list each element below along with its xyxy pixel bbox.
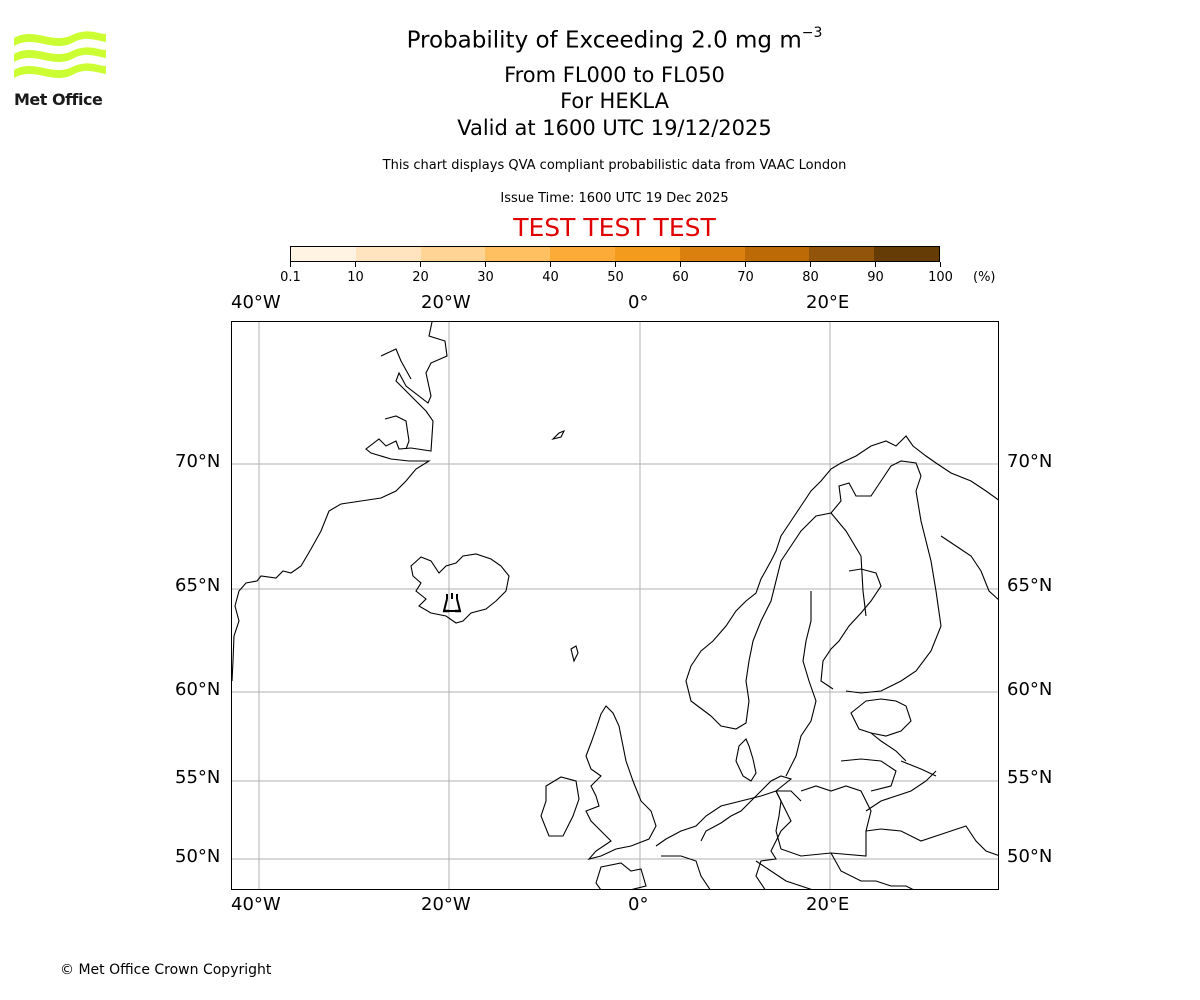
x-label-top-0: 0° — [628, 292, 649, 313]
colorbar-bin-0 — [291, 247, 356, 261]
volcano-icon — [442, 593, 462, 613]
test-banner: TEST TEST TEST — [513, 213, 716, 242]
met-office-logo — [14, 30, 109, 112]
waves-icon — [14, 31, 106, 78]
colorbar-tick — [420, 262, 421, 267]
issue-time: Issue Time: 1600 UTC 19 Dec 2025 — [500, 191, 729, 206]
y-label-left-55n: 55°N — [175, 767, 221, 788]
colorbar-tick — [745, 262, 746, 267]
colorbar-bin-6 — [679, 247, 745, 261]
logo-text: Met Office — [14, 90, 103, 109]
x-label-bottom-40w: 40°W — [231, 894, 281, 915]
colorbar-tick — [680, 262, 681, 267]
y-label-right-70n: 70°N — [1007, 451, 1053, 472]
y-label-right-60n: 60°N — [1007, 679, 1053, 700]
title-line-1: Probability of Exceeding 2.0 mg m — [406, 27, 802, 54]
x-label-bottom-20e: 20°E — [806, 894, 850, 915]
colorbar-bin-8 — [809, 247, 875, 261]
x-label-bottom-20w: 20°W — [421, 894, 471, 915]
colorbar-tick-label: 30 — [477, 270, 494, 285]
gridlines — [232, 322, 998, 889]
colorbar-bin-9 — [874, 247, 939, 261]
colorbar — [290, 246, 940, 262]
colorbar-tick-label: 10 — [347, 270, 364, 285]
colorbar-tick-label: 90 — [867, 270, 884, 285]
x-label-top-20w: 20°W — [421, 292, 471, 313]
colorbar-bin-1 — [355, 247, 421, 261]
x-label-top-20e: 20°E — [806, 292, 850, 313]
y-label-right-50n: 50°N — [1007, 846, 1053, 867]
map-panel[interactable] — [231, 321, 999, 890]
colorbar-bin-2 — [420, 247, 486, 261]
colorbar-tick-label: 100 — [928, 270, 953, 285]
y-label-right-65n: 65°N — [1007, 575, 1053, 596]
colorbar-tick-label: 70 — [737, 270, 754, 285]
colorbar-tick-label: 0.1 — [280, 270, 301, 285]
y-label-right-55n: 55°N — [1007, 767, 1053, 788]
x-label-top-40w: 40°W — [231, 292, 281, 313]
colorbar-tick — [290, 262, 291, 267]
title-valid-time: Valid at 1600 UTC 19/12/2025 — [457, 116, 772, 140]
copyright-footer: © Met Office Crown Copyright — [60, 962, 272, 978]
x-label-bottom-0: 0° — [628, 894, 649, 915]
subtitle: This chart displays QVA compliant probab… — [382, 158, 847, 173]
colorbar-tick-label: 50 — [607, 270, 624, 285]
colorbar-tick — [355, 262, 356, 267]
colorbar-bin-4 — [550, 247, 615, 261]
title-volcano: For HEKLA — [560, 89, 669, 113]
chart-title: Probability of Exceeding 2.0 mg m−3 — [0, 25, 1200, 54]
colorbar-tick — [550, 262, 551, 267]
y-label-left-60n: 60°N — [175, 679, 221, 700]
colorbar-tick — [485, 262, 486, 267]
y-label-left-50n: 50°N — [175, 846, 221, 867]
colorbar-tick — [615, 262, 616, 267]
title-superscript: −3 — [801, 25, 823, 41]
coastlines — [232, 322, 998, 889]
colorbar-tick — [810, 262, 811, 267]
colorbar-tick-label: 80 — [802, 270, 819, 285]
y-label-left-65n: 65°N — [175, 575, 221, 596]
colorbar-unit: (%) — [973, 270, 996, 285]
colorbar-tick-label: 60 — [672, 270, 689, 285]
colorbar-bin-5 — [614, 247, 680, 261]
map-svg — [232, 322, 998, 889]
y-label-left-70n: 70°N — [175, 451, 221, 472]
colorbar-tick-label: 40 — [542, 270, 559, 285]
colorbar-bin-3 — [485, 247, 551, 261]
colorbar-tick — [875, 262, 876, 267]
title-flight-levels: From FL000 to FL050 — [504, 63, 725, 87]
colorbar-tick-label: 20 — [412, 270, 429, 285]
colorbar-tick — [940, 262, 941, 267]
colorbar-bin-7 — [744, 247, 810, 261]
